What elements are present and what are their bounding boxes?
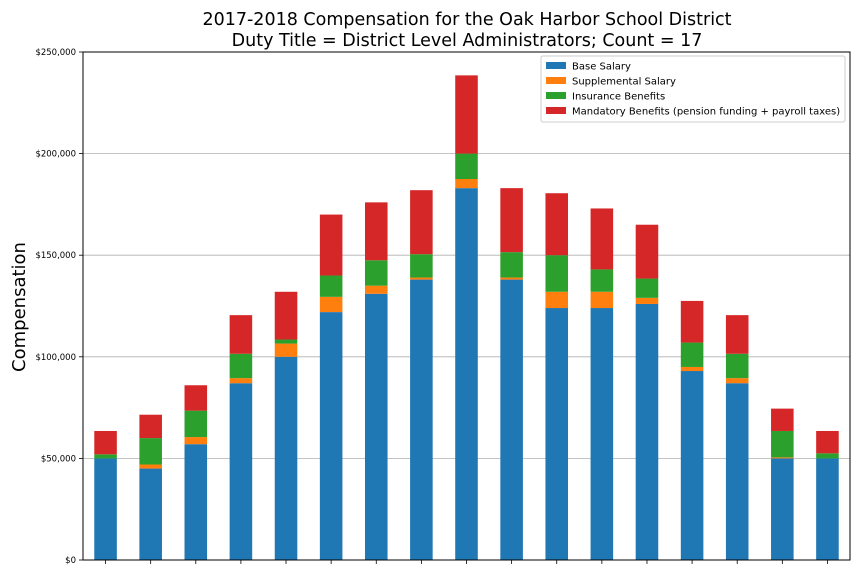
y-tick-label: $200,000 <box>35 150 76 160</box>
bar-segment <box>229 383 253 560</box>
legend-entry: Base Salary <box>572 62 631 73</box>
bar-segment <box>590 269 614 292</box>
bar-segment <box>455 179 478 189</box>
bar-segment <box>771 458 794 560</box>
bar-segment <box>229 353 253 379</box>
bar-segment <box>635 278 659 298</box>
x-axis <box>105 560 828 564</box>
bar-segment <box>680 342 704 367</box>
bar-segment <box>635 224 659 279</box>
bar-segment <box>500 188 523 253</box>
bar-segment <box>139 468 162 560</box>
y-tick-label: $100,000 <box>35 353 76 363</box>
bar-segment <box>410 277 433 280</box>
bar-segment <box>274 356 298 560</box>
bar-segment <box>184 385 208 411</box>
bar-segment <box>455 75 478 154</box>
bar-segment <box>364 202 388 261</box>
legend-entry: Insurance Benefits <box>572 92 665 103</box>
bar-segment <box>500 279 523 560</box>
y-tick-label: $0 <box>65 556 76 566</box>
bar-segment <box>455 188 478 561</box>
y-tick-label: $50,000 <box>41 454 76 464</box>
legend-swatch <box>546 77 566 84</box>
legend-entry: Supplemental Salary <box>572 77 676 88</box>
bar-segment <box>184 437 208 445</box>
legend-swatch <box>546 92 566 99</box>
bar-segment <box>274 343 298 357</box>
bar-segment <box>184 444 208 560</box>
bar-segment <box>590 308 614 560</box>
bar-segment <box>725 378 749 384</box>
bar-segment <box>364 293 388 560</box>
bar-segment <box>319 312 343 560</box>
bar-segment <box>771 457 794 459</box>
bar-segment <box>500 252 523 278</box>
bar-segment <box>816 458 839 560</box>
y-tick-label: $150,000 <box>35 251 76 261</box>
bar-segment <box>410 190 433 255</box>
chart-title: 2017-2018 Compensation for the Oak Harbo… <box>202 10 731 30</box>
bar-segment <box>184 410 208 438</box>
bar-segment <box>725 353 749 379</box>
bar-segment <box>139 464 162 469</box>
bar-segment <box>94 430 117 455</box>
bar-segment <box>274 339 298 344</box>
bar-segment <box>816 430 839 454</box>
bar-segment <box>545 193 569 256</box>
bar-segment <box>500 277 523 280</box>
bar-segment <box>364 285 388 294</box>
y-tick-label: $250,000 <box>35 48 76 58</box>
bar-segment <box>680 371 704 560</box>
bar-segment <box>545 255 569 292</box>
bar-segment <box>635 303 659 560</box>
bar-segment <box>771 408 794 431</box>
chart-subtitle: Duty Title = District Level Administrato… <box>232 31 703 51</box>
legend: Base Salary Supplemental Salary Insurance … <box>540 55 846 123</box>
bar-segment <box>410 279 433 560</box>
bar-segment <box>139 414 162 439</box>
bar-segment <box>364 260 388 286</box>
bar-segment <box>545 291 569 309</box>
legend-entry: Mandatory Benefits (pension funding + pa… <box>572 107 840 118</box>
bar-segment <box>455 153 478 179</box>
bar-segment <box>319 214 343 276</box>
bar-segment <box>680 300 704 343</box>
bar-segment <box>319 296 343 313</box>
bars <box>94 75 839 561</box>
legend-swatch <box>546 107 566 114</box>
bar-segment <box>725 315 749 354</box>
bar-segment <box>274 291 298 340</box>
bar-segment <box>816 453 839 459</box>
legend-swatch <box>546 62 566 69</box>
bar-segment <box>771 430 794 458</box>
bar-segment <box>410 254 433 278</box>
bar-segment <box>590 291 614 309</box>
bar-segment <box>725 383 749 560</box>
legend-box <box>540 55 846 123</box>
bar-segment <box>680 366 704 372</box>
bar-segment <box>139 438 162 465</box>
bar-segment <box>94 458 117 560</box>
bar-segment <box>229 315 253 354</box>
bar-segment <box>635 297 659 304</box>
bar-segment <box>94 454 117 459</box>
bar-segment <box>319 275 343 297</box>
y-axis: $0 $50,000 $100,000 $150,000 $200,000 $250,00… <box>35 48 83 566</box>
y-axis-label: Compensation <box>9 242 30 372</box>
bar-segment <box>229 378 253 384</box>
bar-segment <box>590 208 614 270</box>
bar-segment <box>545 308 569 560</box>
